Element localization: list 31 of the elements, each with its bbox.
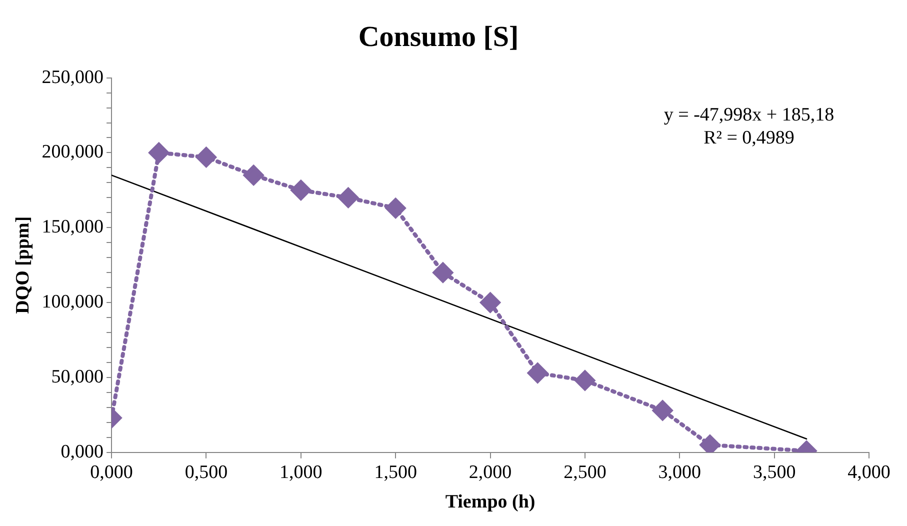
point [290, 180, 311, 200]
chart-title: Consumo [S] [358, 20, 519, 53]
x-tick-label: 3,000 [658, 462, 702, 483]
y-tick-label: 100,000 [42, 292, 104, 313]
point [574, 370, 595, 390]
point [338, 188, 358, 208]
x-tick-label: 3,500 [752, 462, 796, 483]
x-tick-label: 1,000 [280, 462, 322, 483]
x-tick-label: 1,500 [374, 462, 417, 483]
point [386, 198, 406, 218]
y-axis-title: DQO [ppm] [12, 216, 34, 314]
point [148, 142, 169, 163]
y-tick-label: 150,000 [42, 216, 104, 238]
y-tick-label: 200,000 [42, 142, 104, 163]
annotation: y = -47,998x + 185,18 [664, 104, 834, 126]
point [244, 165, 264, 186]
point [652, 400, 673, 420]
x-axis-title: Tiempo (h) [445, 492, 536, 513]
x-tick-label: 0,500 [184, 462, 228, 483]
x-tick-label: 2,500 [564, 462, 606, 483]
point [480, 292, 500, 313]
x-tick-label: 4,000 [848, 462, 890, 483]
y-tick-label: 0,000 [60, 441, 104, 462]
x-tick-label: 2,000 [468, 462, 512, 483]
point [528, 362, 548, 383]
y-tick-label: 50,000 [51, 366, 104, 388]
x-tick-label: 0,000 [90, 462, 133, 483]
annotation: R² = 0,4989 [704, 127, 794, 148]
point [196, 147, 216, 168]
y-tick-label: 250,000 [42, 66, 104, 88]
point [432, 262, 453, 283]
